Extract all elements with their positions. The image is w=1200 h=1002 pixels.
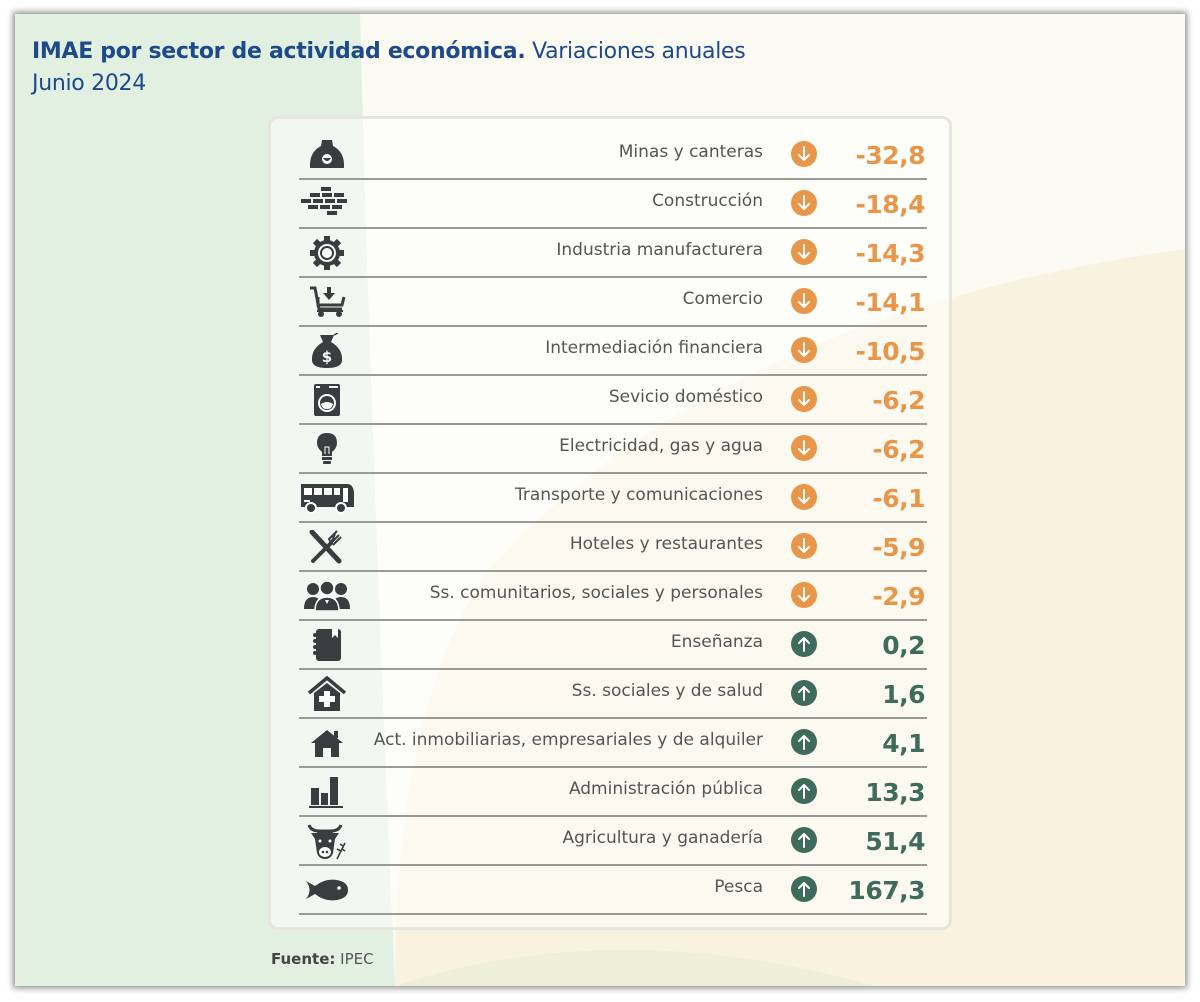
- table-row: Industria manufacturera -14,3: [299, 229, 927, 278]
- house-icon: [299, 725, 355, 761]
- variation-value: -10,5: [855, 337, 925, 366]
- infographic-frame: IMAE por sector de actividad económica. …: [15, 14, 1185, 986]
- source-note: Fuente: IPEC: [271, 950, 374, 968]
- table-row: Hoteles y restaurantes -5,9: [299, 523, 927, 572]
- table-row: Act. inmobiliarias, empresariales y de a…: [299, 719, 927, 768]
- arrow-down-circle-icon: [791, 533, 817, 559]
- sector-label: Electricidad, gas y agua: [559, 436, 763, 456]
- miner-helmet-icon: [299, 137, 355, 173]
- table-row: Ss. sociales y de salud 1,6: [299, 670, 927, 719]
- variation-value: 4,1: [882, 729, 925, 758]
- sector-label: Agricultura y ganadería: [562, 828, 763, 848]
- arrow-up-circle-icon: [791, 827, 817, 853]
- variation-value: -6,2: [872, 386, 925, 415]
- shopping-cart-icon: [299, 284, 355, 320]
- variation-value: 167,3: [848, 876, 925, 905]
- variation-value: -6,2: [872, 435, 925, 464]
- sector-label: Administración pública: [568, 779, 763, 799]
- table-row: Transporte y comunicaciones -6,1: [299, 474, 927, 523]
- table-row: Comercio -14,1: [299, 278, 927, 327]
- title-bold: IMAE por sector de actividad económica.: [32, 39, 526, 64]
- variation-value: -6,1: [872, 484, 925, 513]
- page-title: IMAE por sector de actividad económica. …: [32, 36, 746, 100]
- svg-text:$: $: [322, 348, 332, 366]
- sector-label: Enseñanza: [670, 632, 763, 652]
- table-row: Electricidad, gas y agua -6,2: [299, 425, 927, 474]
- variation-value: 13,3: [865, 778, 925, 807]
- variation-value: -32,8: [855, 141, 925, 170]
- variation-value: -14,1: [855, 288, 925, 317]
- bus-icon: [299, 480, 355, 516]
- arrow-up-circle-icon: [791, 680, 817, 706]
- sector-label: Comercio: [682, 289, 763, 309]
- sector-label: Ss. sociales y de salud: [571, 681, 763, 701]
- fish-icon: [299, 872, 355, 908]
- sector-label: Act. inmobiliarias, empresariales y de a…: [373, 730, 763, 750]
- sector-table-card: Minas y canteras -32,8 Construcción -18,…: [268, 116, 952, 930]
- source-value: IPEC: [335, 950, 374, 968]
- source-label: Fuente:: [271, 950, 336, 968]
- bricks-icon: [299, 186, 355, 222]
- arrow-down-circle-icon: [791, 386, 817, 412]
- arrow-down-circle-icon: [791, 288, 817, 314]
- money-bag-icon: $: [299, 333, 355, 369]
- gear-icon: [299, 235, 355, 271]
- variation-value: -18,4: [855, 190, 925, 219]
- arrow-down-circle-icon: [791, 239, 817, 265]
- table-row: Ss. comunitarios, sociales y personales …: [299, 572, 927, 621]
- sector-label: Pesca: [714, 877, 763, 897]
- arrow-down-circle-icon: [791, 484, 817, 510]
- arrow-down-circle-icon: [791, 190, 817, 216]
- variation-value: 0,2: [882, 631, 925, 660]
- table-row: Sevicio doméstico -6,2: [299, 376, 927, 425]
- sector-label: Sevicio doméstico: [608, 387, 763, 407]
- arrow-up-circle-icon: [791, 631, 817, 657]
- subtitle: Junio 2024: [32, 71, 146, 96]
- health-house-icon: [299, 676, 355, 712]
- table-row: Construcción -18,4: [299, 180, 927, 229]
- cow-wheat-icon: [299, 823, 355, 860]
- bar-chart-icon: [299, 774, 355, 810]
- sector-label: Industria manufacturera: [556, 240, 763, 260]
- sector-table: Minas y canteras -32,8 Construcción -18,…: [299, 131, 927, 915]
- people-group-icon: [299, 578, 355, 614]
- sector-label: Construcción: [652, 191, 763, 211]
- notebook-icon: [299, 627, 355, 663]
- variation-value: 1,6: [882, 680, 925, 709]
- table-row: Agricultura y ganadería 51,4: [299, 817, 927, 866]
- arrow-down-circle-icon: [791, 141, 817, 167]
- table-row: Enseñanza 0,2: [299, 621, 927, 670]
- arrow-up-circle-icon: [791, 778, 817, 804]
- sector-label: Ss. comunitarios, sociales y personales: [429, 583, 763, 603]
- sector-label: Transporte y comunicaciones: [514, 485, 763, 505]
- light-bulb-icon: [299, 431, 355, 467]
- sector-label: Minas y canteras: [618, 142, 763, 162]
- variation-value: 51,4: [865, 827, 925, 856]
- table-row: Pesca 167,3: [299, 866, 927, 915]
- title-regular: Variaciones anuales: [525, 39, 746, 64]
- variation-value: -2,9: [872, 582, 925, 611]
- arrow-down-circle-icon: [791, 435, 817, 461]
- variation-value: -5,9: [872, 533, 925, 562]
- sector-label: Intermediación financiera: [545, 338, 763, 358]
- arrow-down-circle-icon: [791, 337, 817, 363]
- table-row: Minas y canteras -32,8: [299, 131, 927, 180]
- arrow-down-circle-icon: [791, 582, 817, 608]
- arrow-up-circle-icon: [791, 729, 817, 755]
- table-row: Administración pública 13,3: [299, 768, 927, 817]
- knife-fork-icon: [299, 529, 355, 565]
- variation-value: -14,3: [855, 239, 925, 268]
- arrow-up-circle-icon: [791, 876, 817, 902]
- sector-label: Hoteles y restaurantes: [569, 534, 763, 554]
- table-row: $ Intermediación financiera -10,5: [299, 327, 927, 376]
- washing-machine-icon: [299, 382, 355, 418]
